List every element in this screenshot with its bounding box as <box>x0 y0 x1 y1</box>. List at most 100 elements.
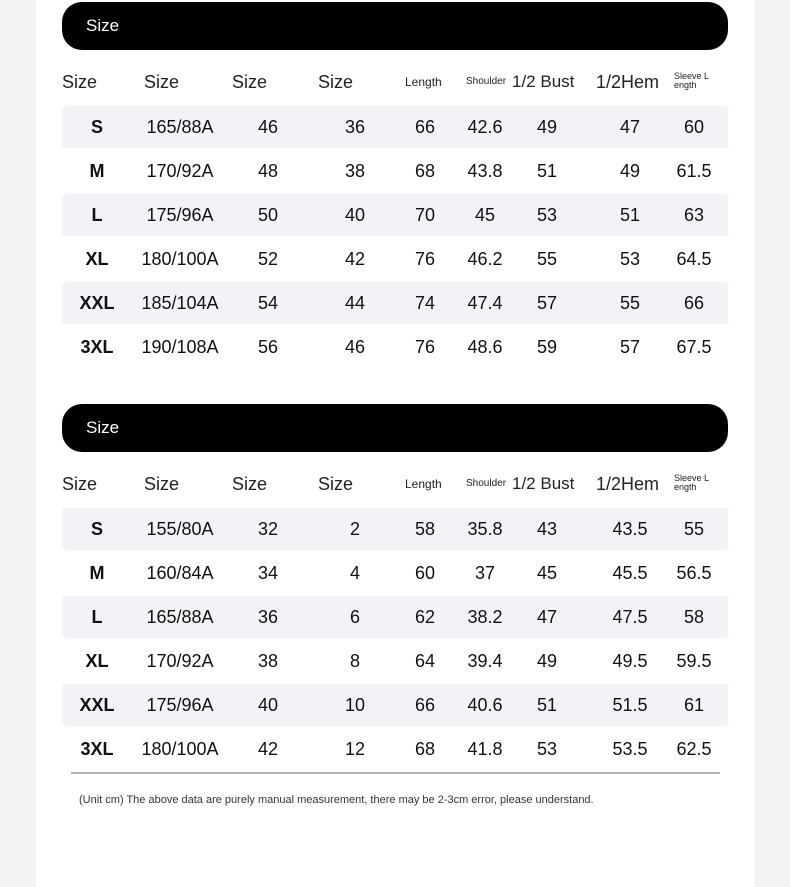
table-cell: 40 <box>257 695 279 715</box>
table-cell: 66 <box>414 695 436 715</box>
table-cell: 66 <box>683 293 705 313</box>
table-cell: 67.5 <box>676 337 712 357</box>
column-header: Shoulder <box>466 478 507 489</box>
table-row: XL 180/100A 52 42 76 46.2 55 53 64.5 <box>62 238 728 280</box>
table-cell: 165/88A <box>146 117 214 137</box>
table-cell: 40.6 <box>467 695 503 715</box>
table-cell: 57 <box>536 293 558 313</box>
column-header: Size <box>62 72 98 92</box>
size-label: XXL <box>79 293 115 313</box>
table-cell: 40 <box>344 205 366 225</box>
table-cell: 54 <box>257 293 279 313</box>
table-cell: 62 <box>414 607 436 627</box>
table-cell: 12 <box>344 739 366 759</box>
table-cell: 155/80A <box>146 519 214 539</box>
table-cell: 35.8 <box>467 519 503 539</box>
table-cell: 49 <box>536 117 558 137</box>
table-cell: 38 <box>344 161 366 181</box>
table-cell: 70 <box>414 205 436 225</box>
column-header: 1/2Hem <box>596 72 660 92</box>
table-cell: 74 <box>414 293 436 313</box>
table-cell: 160/84A <box>146 563 214 583</box>
column-header: Size <box>232 72 268 92</box>
table-row: 3XL 190/108A 56 46 76 48.6 59 57 67.5 <box>62 326 728 368</box>
table-cell: 59.5 <box>676 651 712 671</box>
table-cell: 56 <box>257 337 279 357</box>
table-row: XL 170/92A 38 8 64 39.4 49 49.5 59.5 <box>62 640 728 682</box>
table-row: L 175/96A 50 40 70 45 53 51 63 <box>62 194 728 236</box>
table-cell: 2 <box>349 519 361 539</box>
table-cell: 42.6 <box>467 117 503 137</box>
table-cell: 185/104A <box>141 293 219 313</box>
table-cell: 55 <box>683 519 705 539</box>
table-row: 3XL 180/100A 42 12 68 41.8 53 53.5 62.5 <box>62 728 728 770</box>
measurement-note: (Unit cm) The above data are purely manu… <box>79 794 594 806</box>
table-cell: 45.5 <box>612 563 648 583</box>
table-row: S 165/88A 46 36 66 42.6 49 47 60 <box>62 106 728 148</box>
table-cell: 47 <box>619 117 641 137</box>
table-cell: 43.8 <box>467 161 503 181</box>
table-cell: 45 <box>536 563 558 583</box>
table-cell: 68 <box>414 161 436 181</box>
table-cell: 32 <box>257 519 279 539</box>
table-cell: 175/96A <box>146 695 214 715</box>
table-cell: 47.4 <box>467 293 503 313</box>
table-cell: 49.5 <box>612 651 648 671</box>
table-cell: 175/96A <box>146 205 214 225</box>
size-label: XXL <box>79 695 115 715</box>
size-label: S <box>90 117 104 137</box>
table-cell: 34 <box>257 563 279 583</box>
table-cell: 58 <box>683 607 705 627</box>
table-cell: 42 <box>257 739 279 759</box>
column-header: 1/2Hem <box>596 474 660 494</box>
header-row: Size Size Size Size Length Shoulder 1/2 Bust 1/… <box>0 468 790 498</box>
table-cell: 62.5 <box>676 739 712 759</box>
size-label: L <box>91 607 103 627</box>
table-cell: 64 <box>414 651 436 671</box>
table-cell: 46 <box>344 337 366 357</box>
table-cell: 57 <box>619 337 641 357</box>
size-label: 3XL <box>80 337 114 357</box>
table-cell: 61 <box>683 695 705 715</box>
table-cell: 180/100A <box>141 249 219 269</box>
table-cell: 76 <box>414 249 436 269</box>
column-header: Size <box>62 474 98 494</box>
table-cell: 68 <box>414 739 436 759</box>
table-title-bar: Size <box>62 404 728 452</box>
table-cell: 56.5 <box>676 563 712 583</box>
column-header: Size <box>144 72 180 92</box>
table-cell: 39.4 <box>467 651 503 671</box>
table-cell: 51.5 <box>612 695 648 715</box>
size-label: S <box>90 519 104 539</box>
table-cell: 61.5 <box>676 161 712 181</box>
table-cell: 49 <box>536 651 558 671</box>
table-cell: 64.5 <box>676 249 712 269</box>
table-cell: 170/92A <box>146 651 214 671</box>
table-title-bar: Size <box>62 2 728 50</box>
table-cell: 47.5 <box>612 607 648 627</box>
column-header: 1/2 Bust <box>512 72 575 91</box>
table-cell: 165/88A <box>146 607 214 627</box>
size-label: M <box>89 563 105 583</box>
table-cell: 51 <box>536 695 558 715</box>
table-cell: 180/100A <box>141 739 219 759</box>
table-cell: 52 <box>257 249 279 269</box>
table-cell: 50 <box>257 205 279 225</box>
table-cell: 46 <box>257 117 279 137</box>
column-header: Size <box>144 474 180 494</box>
table-cell: 36 <box>344 117 366 137</box>
size-label: 3XL <box>80 739 114 759</box>
table-cell: 55 <box>619 293 641 313</box>
table-title: Size <box>86 418 120 437</box>
table-cell: 8 <box>349 651 361 671</box>
table-cell: 36 <box>257 607 279 627</box>
table-cell: 47 <box>536 607 558 627</box>
table-cell: 51 <box>619 205 641 225</box>
column-header: Size <box>318 72 354 92</box>
size-label: XL <box>85 249 109 269</box>
table-cell: 60 <box>414 563 436 583</box>
column-header: Shoulder <box>466 76 507 87</box>
table-cell: 43.5 <box>612 519 648 539</box>
table-cell: 43 <box>536 519 558 539</box>
table-row: L 165/88A 36 6 62 38.2 47 47.5 58 <box>62 596 728 638</box>
